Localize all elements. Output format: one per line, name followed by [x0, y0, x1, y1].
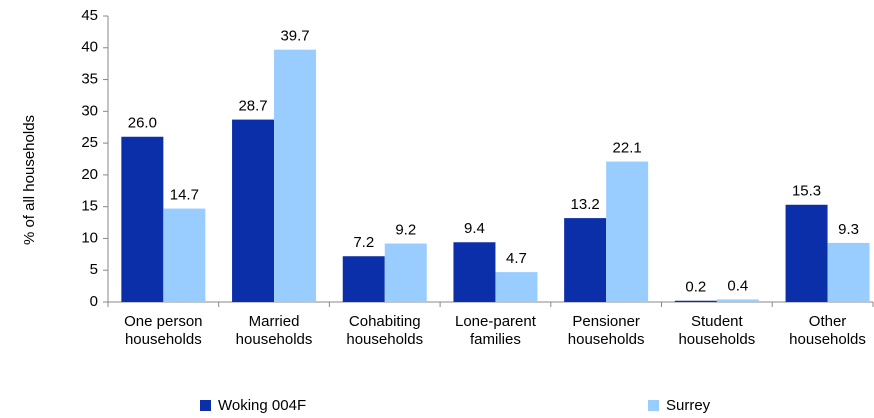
bar — [384, 243, 427, 302]
bar — [342, 256, 385, 302]
value-label: 9.2 — [395, 221, 416, 238]
x-tick-label: Other households — [789, 313, 866, 348]
y-tick-label: 40 — [81, 39, 98, 56]
value-label: 4.7 — [506, 250, 527, 267]
legend-label: Surrey — [666, 397, 711, 414]
bar — [495, 272, 538, 302]
y-tick-label: 30 — [81, 102, 98, 119]
x-tick-label: Cohabiting households — [346, 313, 423, 348]
value-label: 0.2 — [685, 279, 706, 296]
bar — [716, 299, 759, 302]
legend-label: Woking 004F — [218, 397, 306, 414]
value-label: 15.3 — [792, 183, 821, 200]
x-tick-label: Lone-parent families — [455, 313, 537, 348]
value-label: 9.3 — [838, 221, 859, 238]
bar — [827, 242, 870, 302]
value-label: 39.7 — [280, 28, 309, 45]
y-tick-label: 15 — [81, 198, 98, 215]
y-axis-label: % of all households — [21, 115, 38, 245]
legend-swatch — [648, 400, 659, 411]
y-tick-label: 5 — [90, 261, 98, 278]
value-label: 28.7 — [238, 98, 267, 115]
value-label: 26.0 — [128, 115, 157, 132]
bar — [453, 242, 496, 302]
x-tick-label: Pensioner households — [568, 313, 645, 348]
y-tick-label: 35 — [81, 71, 98, 88]
bar — [606, 161, 649, 302]
x-tick-label: Student households — [678, 313, 755, 348]
bar — [163, 208, 206, 302]
bar — [232, 119, 275, 303]
value-label: 0.4 — [727, 277, 748, 294]
value-label: 7.2 — [353, 234, 374, 251]
y-tick-label: 10 — [81, 229, 98, 246]
y-tick-label: 45 — [81, 7, 98, 24]
bar — [785, 204, 828, 302]
bar — [674, 300, 717, 302]
legend-swatch — [200, 400, 211, 411]
value-label: 22.1 — [613, 140, 642, 157]
y-tick-label: 20 — [81, 166, 98, 183]
bar — [274, 49, 317, 302]
bar — [564, 218, 607, 302]
value-label: 13.2 — [571, 196, 600, 213]
value-label: 9.4 — [464, 220, 485, 237]
y-tick-label: 25 — [81, 134, 98, 151]
x-tick-label: One person households — [124, 313, 202, 348]
y-tick-label: 0 — [90, 293, 98, 310]
x-tick-label: Married households — [236, 313, 313, 348]
bar — [121, 136, 164, 302]
value-label: 14.7 — [170, 187, 199, 204]
